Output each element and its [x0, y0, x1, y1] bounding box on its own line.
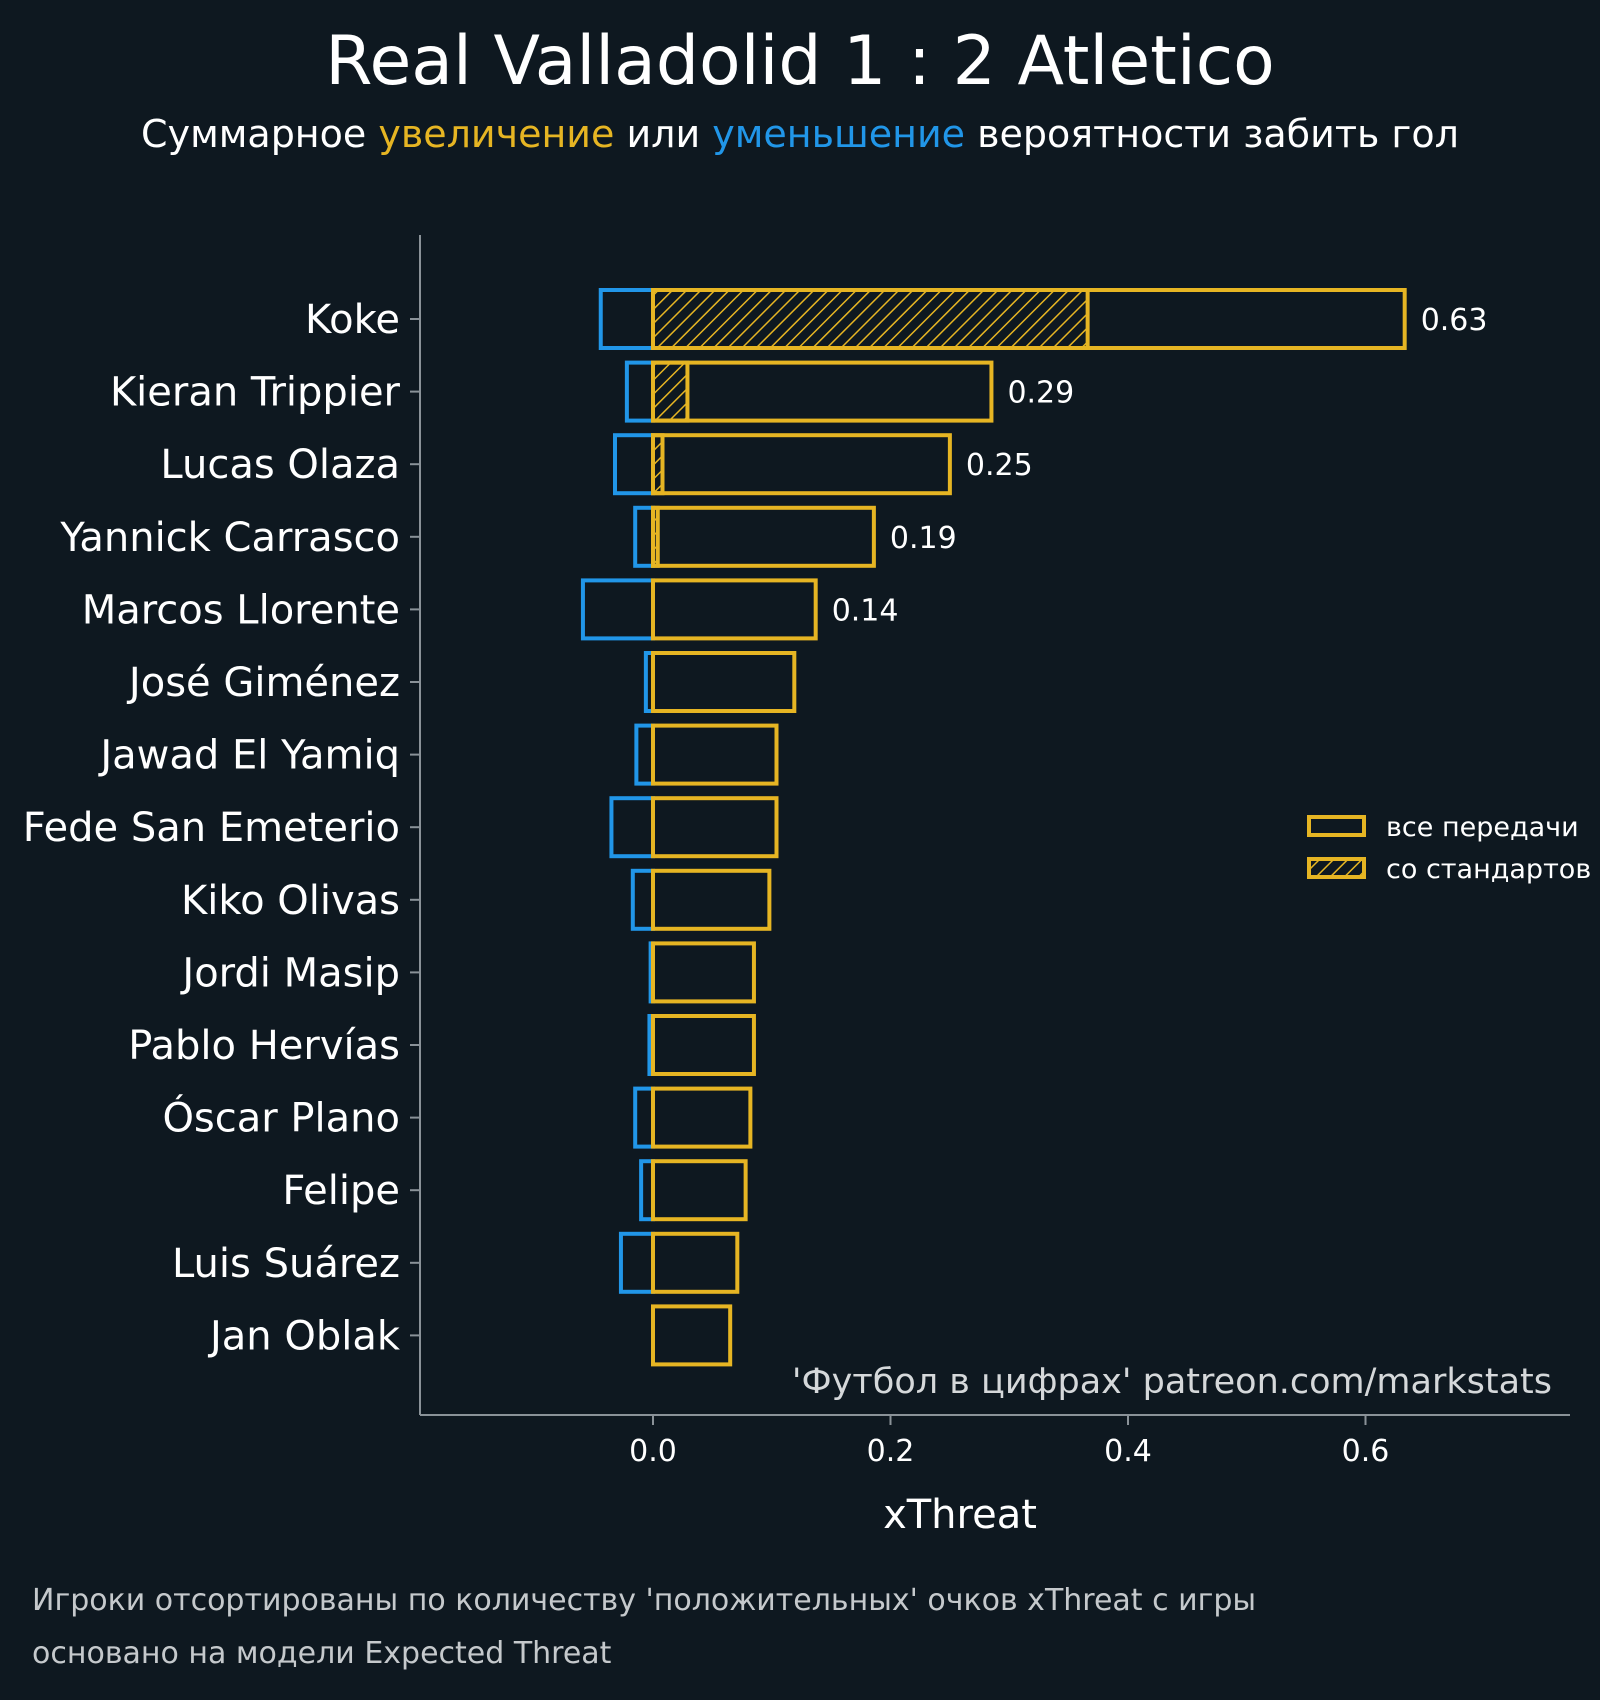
y-tick-label: Lucas Olaza — [160, 442, 400, 488]
y-tick-label: Fede San Emeterio — [23, 805, 400, 851]
bar-all-passes — [651, 1159, 748, 1222]
y-tick-label: Kieran Trippier — [110, 370, 401, 416]
data-label: 0.14 — [832, 593, 899, 628]
subtitle-increase: увеличение — [378, 112, 615, 156]
bar-all-passes — [651, 505, 876, 568]
subtitle-middle: или — [614, 112, 713, 156]
bar-negative — [624, 360, 655, 423]
y-tick-label: Marcos Llorente — [82, 587, 400, 633]
y-tick-label: Kiko Olivas — [181, 878, 400, 924]
bar-negative — [613, 433, 655, 496]
bar-all-passes — [651, 651, 797, 713]
bar-negative — [630, 868, 655, 931]
x-tick-label: 0.6 — [1342, 1434, 1390, 1469]
chart-title: Real Valladolid 1 : 2 Atletico — [325, 22, 1275, 101]
bar-negative — [633, 1086, 655, 1149]
bar-negative — [580, 578, 655, 641]
legend-swatch-outline — [1307, 815, 1366, 837]
bar-all-passes — [651, 796, 779, 859]
bar-negative — [618, 1231, 655, 1294]
bar-negative — [634, 723, 655, 786]
bar-all-passes — [651, 723, 779, 786]
bar-negative — [633, 505, 655, 568]
bar-all-passes — [651, 868, 772, 931]
bar-all-passes — [651, 360, 994, 423]
bar-all-passes — [651, 578, 818, 641]
bar-negative — [609, 796, 655, 859]
y-tick-label: Jawad El Yamiq — [97, 733, 400, 779]
y-tick-label: Óscar Plano — [162, 1094, 400, 1142]
x-tick-label: 0.4 — [1104, 1434, 1152, 1469]
y-tick-label: Pablo Hervías — [128, 1023, 400, 1069]
x-tick-label: 0.2 — [867, 1434, 915, 1469]
legend-label-all-passes: все передачи — [1386, 812, 1579, 843]
bar-all-passes — [651, 433, 952, 496]
subtitle-decrease: уменьшение — [712, 112, 966, 156]
footnote-model: основано на модели Expected Threat — [32, 1636, 612, 1671]
y-tick-label: Koke — [305, 297, 400, 343]
chart-credit: 'Футбол в цифрах' patreon.com/markstats — [792, 1362, 1552, 1402]
chart-subtitle: Суммарное увеличение или уменьшение веро… — [0, 112, 1600, 156]
data-label: 0.19 — [890, 521, 957, 556]
y-tick-label: Luis Suárez — [172, 1241, 400, 1287]
x-axis-title: xThreat — [883, 1492, 1037, 1538]
bar-all-passes — [651, 288, 1407, 350]
bar-all-passes — [651, 1231, 740, 1294]
subtitle-suffix: вероятности забить гол — [965, 112, 1459, 156]
bar-all-passes — [651, 1086, 753, 1149]
y-tick-label: Yannick Carrasco — [59, 515, 400, 561]
bar-all-passes — [651, 1014, 756, 1076]
y-tick-label: José Giménez — [126, 660, 400, 706]
plot-area: 0.0 0.2 0.4 0.6 Koke 0.63 Kieran Trippier 0.29 L… — [23, 235, 1570, 1469]
bar-set-pieces — [651, 288, 1090, 350]
y-tick-label: Felipe — [282, 1168, 400, 1214]
bar-negative — [598, 288, 655, 350]
bar-all-passes — [651, 941, 756, 1004]
legend-swatch-hatched — [1307, 857, 1366, 879]
bar-set-pieces — [651, 360, 690, 423]
data-label: 0.63 — [1421, 303, 1488, 338]
y-tick-label: Jordi Masip — [179, 950, 400, 996]
legend-label-set-pieces: со стандартов — [1386, 854, 1591, 885]
bar-all-passes — [651, 1304, 733, 1367]
y-tick-label: Jan Oblak — [207, 1313, 401, 1359]
footnote-sorting: Игроки отсортированы по количеству 'поло… — [32, 1583, 1257, 1618]
data-label: 0.25 — [966, 448, 1033, 483]
x-tick-label: 0.0 — [629, 1434, 677, 1469]
data-label: 0.29 — [1007, 376, 1074, 411]
legend: все передачи со стандартов — [1307, 812, 1591, 885]
subtitle-prefix: Суммарное — [141, 112, 379, 156]
